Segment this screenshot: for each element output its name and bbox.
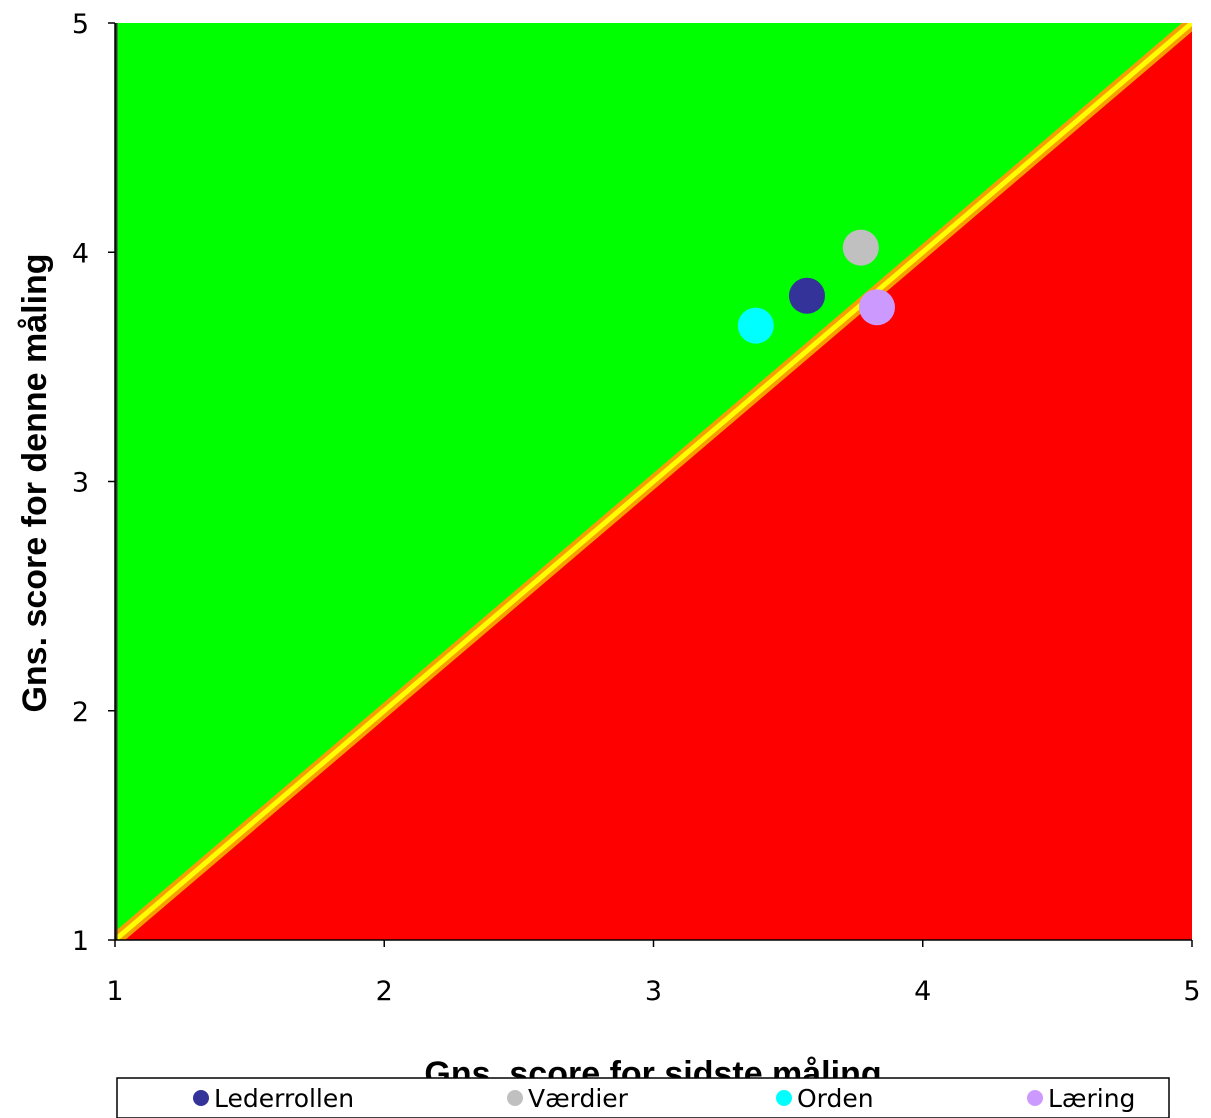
data-point-orden [737, 307, 774, 344]
y-tick-label: 3 [72, 468, 89, 499]
axes: 1 2 3 4 5 1 2 3 4 5 [72, 9, 1201, 1007]
x-tick-label: 2 [376, 976, 393, 1007]
legend-box [116, 1077, 1170, 1118]
x-tick-label: 1 [106, 976, 123, 1007]
y-tick-label: 1 [72, 926, 89, 957]
legend: Lederrollen Værdier Orden Læring [116, 1077, 1170, 1118]
legend-label: Lederrollen [214, 1084, 354, 1113]
data-point-lederrollen [788, 277, 825, 314]
legend-marker [507, 1090, 523, 1106]
data-point-værdier [842, 229, 879, 266]
legend-marker [1027, 1090, 1043, 1106]
legend-marker [776, 1090, 792, 1106]
plot-regions [115, 23, 1192, 940]
x-tick-label: 5 [1183, 976, 1200, 1007]
y-tick-label: 4 [72, 238, 89, 269]
y-axis-title: Gns. score for denne måling [16, 253, 54, 712]
y-tick-label: 5 [72, 9, 89, 40]
data-points [737, 229, 895, 344]
data-point-læring [858, 289, 895, 326]
legend-label: Læring [1048, 1084, 1135, 1113]
legend-label: Orden [797, 1084, 874, 1113]
x-tick-label: 3 [645, 976, 662, 1007]
legend-label: Værdier [528, 1084, 629, 1113]
x-tick-label: 4 [914, 976, 931, 1007]
legend-marker [193, 1090, 209, 1106]
y-tick-label: 2 [72, 697, 89, 728]
diagonal-line [115, 23, 1192, 940]
